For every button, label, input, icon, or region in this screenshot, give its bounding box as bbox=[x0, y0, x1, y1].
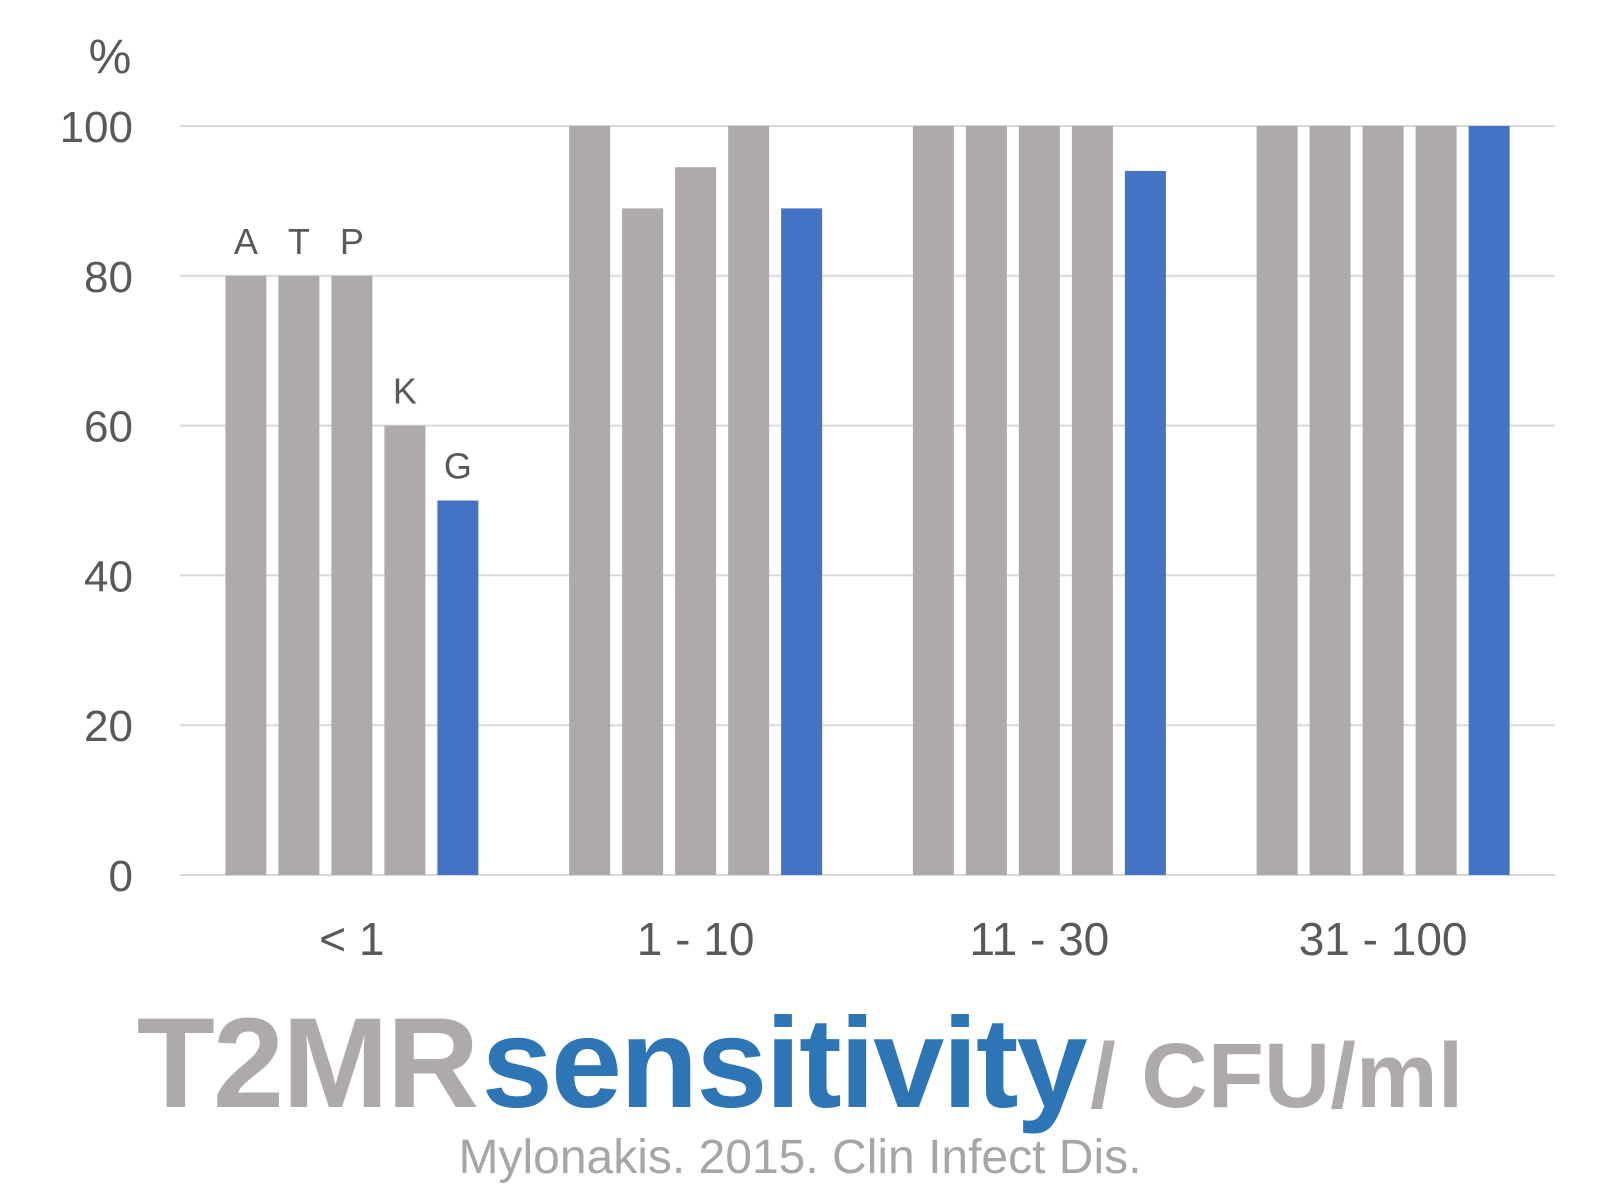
bar-g-0 bbox=[437, 500, 479, 875]
bar-t-2 bbox=[965, 126, 1007, 875]
series-letter-p: P bbox=[340, 221, 364, 262]
bar-k-2 bbox=[1071, 126, 1113, 875]
series-letter-a: A bbox=[234, 221, 258, 262]
category-label: 31 - 100 bbox=[1299, 913, 1468, 965]
y-axis-tick-labels: 0 20 40 60 80 100 bbox=[60, 103, 133, 901]
category-label: 11 - 30 bbox=[969, 913, 1109, 965]
bar-p-3 bbox=[1362, 126, 1404, 875]
series-letter-k: K bbox=[393, 371, 417, 412]
bar-g-2 bbox=[1124, 170, 1166, 875]
bar-t-1 bbox=[622, 208, 664, 875]
bar-k-1 bbox=[728, 126, 770, 875]
bar-a-0 bbox=[225, 275, 267, 875]
bar-t-3 bbox=[1309, 126, 1351, 875]
bar-g-1 bbox=[781, 208, 823, 875]
y-tick-label: 20 bbox=[84, 702, 133, 751]
y-axis-unit-label: % bbox=[89, 31, 132, 84]
bar-t-0 bbox=[278, 275, 320, 875]
headline-unit: / CFU/ml bbox=[1090, 1025, 1464, 1127]
bar-a-3 bbox=[1256, 126, 1298, 875]
bars bbox=[225, 126, 1510, 875]
bar-k-0 bbox=[384, 425, 426, 875]
bar-p-1 bbox=[675, 167, 717, 875]
bar-p-2 bbox=[1018, 126, 1060, 875]
y-tick-label: 40 bbox=[84, 552, 133, 601]
y-tick-label: 100 bbox=[60, 103, 133, 152]
headline: T2MR sensitivity / CFU/ml bbox=[0, 990, 1600, 1137]
citation: Mylonakis. 2015. Clin Infect Dis. bbox=[458, 1131, 1142, 1184]
y-tick-label: 0 bbox=[109, 852, 133, 901]
bar-g-3 bbox=[1468, 126, 1510, 875]
category-label: < 1 bbox=[319, 913, 384, 965]
bar-a-1 bbox=[569, 126, 611, 875]
bar-k-3 bbox=[1415, 126, 1457, 875]
x-axis-category-labels: < 1 1 - 10 11 - 30 31 - 100 bbox=[319, 913, 1467, 965]
series-letter-t: T bbox=[288, 221, 310, 262]
bar-p-0 bbox=[331, 275, 373, 875]
y-tick-label: 80 bbox=[84, 253, 133, 302]
bar-chart: 0 20 40 60 80 100 A T P KG < 1 1 - 10 11 - 30 31 - … bbox=[60, 31, 1555, 965]
series-letter-g: G bbox=[444, 446, 472, 487]
headline-t2mr: T2MR bbox=[136, 992, 479, 1135]
category-label: 1 - 10 bbox=[637, 913, 755, 965]
y-tick-label: 60 bbox=[84, 403, 133, 452]
series-letter-labels: A T P KG bbox=[234, 221, 472, 487]
headline-sensitivity: sensitivity bbox=[481, 992, 1088, 1135]
bar-a-2 bbox=[912, 126, 954, 875]
